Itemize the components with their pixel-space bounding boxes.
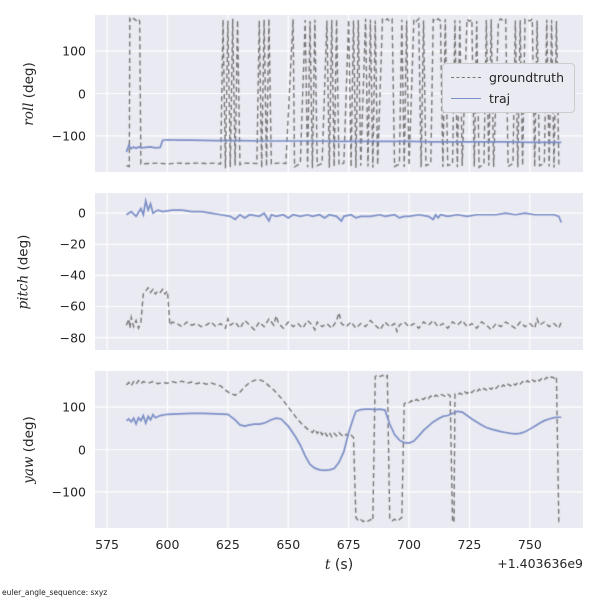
- x-tick-label: 725: [457, 537, 482, 552]
- legend-label-traj: traj: [488, 91, 511, 106]
- y-tick-label: 0: [78, 205, 86, 221]
- roll-ylabel-var: roll: [21, 102, 37, 126]
- yaw-ylabel-unit: (deg): [21, 415, 38, 457]
- legend-entry-groundtruth: groundtruth: [450, 70, 564, 85]
- traj-line-sample: [450, 98, 481, 99]
- legend-entry-traj: traj: [450, 91, 564, 106]
- y-tick-label: 0: [78, 86, 86, 101]
- roll-axis-label: roll (deg): [16, 15, 42, 172]
- euler-sequence-footnote: euler_angle_sequence: sxyz: [2, 588, 108, 597]
- yaw-subplot: [95, 371, 583, 528]
- x-tick-label: 750: [517, 537, 542, 552]
- y-tick-label: 0: [78, 442, 86, 457]
- x-tick-label: 650: [276, 537, 301, 552]
- pitch-ylabel-unit: (deg): [15, 234, 32, 275]
- x-tick-label: 700: [397, 537, 421, 552]
- y-tick-label: −20: [59, 236, 86, 252]
- x-axis-label: t (s): [325, 557, 353, 573]
- yaw-plot-canvas: [95, 371, 583, 528]
- y-tick-label: −80: [59, 330, 86, 346]
- legend-label-groundtruth: groundtruth: [488, 70, 564, 85]
- yaw-ylabel-var: yaw: [21, 456, 38, 484]
- y-tick-label: −100: [51, 128, 86, 144]
- roll-subplot: groundtruth traj: [95, 15, 583, 172]
- y-tick-label: −100: [51, 484, 86, 500]
- roll-ylabel-unit: (deg): [21, 61, 37, 103]
- pitch-plot-canvas: [95, 193, 583, 350]
- pitch-subplot: [95, 193, 583, 350]
- yaw-axis-label: yaw (deg): [16, 371, 42, 528]
- y-tick-label: 100: [62, 399, 86, 415]
- y-tick-label: −60: [59, 298, 86, 314]
- legend: groundtruth traj: [441, 63, 575, 113]
- xlabel-var: t: [324, 557, 331, 573]
- x-tick-label: 625: [215, 537, 240, 552]
- groundtruth-line-sample: [450, 77, 481, 78]
- x-tick-label: 575: [95, 537, 120, 552]
- x-axis-offset-text: +1.403636e9: [497, 556, 583, 571]
- x-tick-label: 675: [336, 537, 361, 552]
- xlabel-unit: (s): [330, 557, 354, 573]
- pitch-axis-label: pitch (deg): [10, 193, 36, 350]
- y-tick-label: −40: [59, 267, 86, 283]
- y-tick-label: 100: [62, 43, 86, 59]
- x-tick-label: 600: [155, 537, 180, 552]
- pitch-ylabel-var: pitch: [15, 274, 32, 309]
